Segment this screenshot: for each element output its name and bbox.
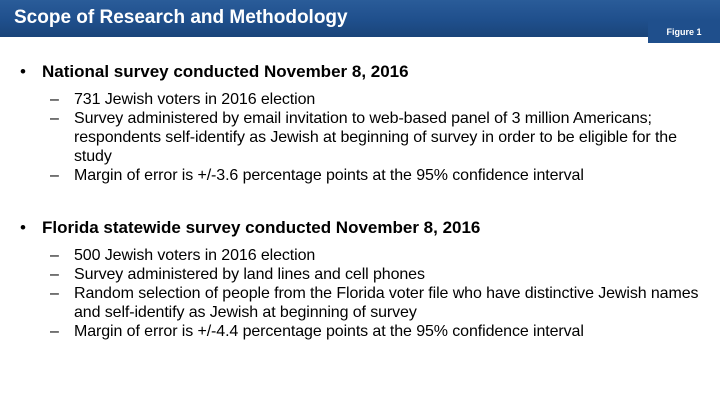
bullet-heading-row: • Florida statewide survey conducted Nov… bbox=[0, 216, 720, 240]
dash-icon: – bbox=[50, 167, 59, 184]
sub-item: – 500 Jewish voters in 2016 election bbox=[0, 246, 720, 265]
sub-list: – 731 Jewish voters in 2016 election – S… bbox=[0, 90, 720, 185]
sub-list: – 500 Jewish voters in 2016 election – S… bbox=[0, 246, 720, 341]
sub-item-text: Random selection of people from the Flor… bbox=[74, 285, 699, 321]
bullet-heading-row: • National survey conducted November 8, … bbox=[0, 60, 720, 84]
dash-icon: – bbox=[50, 110, 59, 127]
sub-item-text: Survey administered by land lines and ce… bbox=[74, 266, 425, 283]
sub-item: – 731 Jewish voters in 2016 election bbox=[0, 90, 720, 109]
sub-item: – Margin of error is +/-4.4 percentage p… bbox=[0, 322, 720, 341]
dash-icon: – bbox=[50, 323, 59, 340]
title-bar: Scope of Research and Methodology bbox=[0, 0, 720, 37]
section-florida: • Florida statewide survey conducted Nov… bbox=[0, 216, 720, 341]
sub-item-text: Margin of error is +/-4.4 percentage poi… bbox=[74, 323, 584, 340]
sub-item-text: 731 Jewish voters in 2016 election bbox=[74, 91, 316, 108]
sub-item: – Random selection of people from the Fl… bbox=[0, 284, 720, 322]
section-national: • National survey conducted November 8, … bbox=[0, 60, 720, 185]
sub-item-text: Margin of error is +/-3.6 percentage poi… bbox=[74, 167, 584, 184]
bullet-icon: • bbox=[20, 218, 26, 237]
sub-item-text: Survey administered by email invitation … bbox=[74, 110, 677, 165]
sub-item-text: 500 Jewish voters in 2016 election bbox=[74, 247, 316, 264]
figure-label: Figure 1 bbox=[648, 21, 720, 43]
section-heading: Florida statewide survey conducted Novem… bbox=[42, 218, 481, 237]
dash-icon: – bbox=[50, 266, 59, 283]
sub-item: – Survey administered by email invitatio… bbox=[0, 109, 720, 166]
sub-item: – Survey administered by land lines and … bbox=[0, 265, 720, 284]
dash-icon: – bbox=[50, 91, 59, 108]
slide-title: Scope of Research and Methodology bbox=[14, 7, 348, 28]
sub-item: – Margin of error is +/-3.6 percentage p… bbox=[0, 166, 720, 185]
bullet-icon: • bbox=[20, 62, 26, 81]
dash-icon: – bbox=[50, 247, 59, 264]
dash-icon: – bbox=[50, 285, 59, 302]
section-heading: National survey conducted November 8, 20… bbox=[42, 62, 409, 81]
